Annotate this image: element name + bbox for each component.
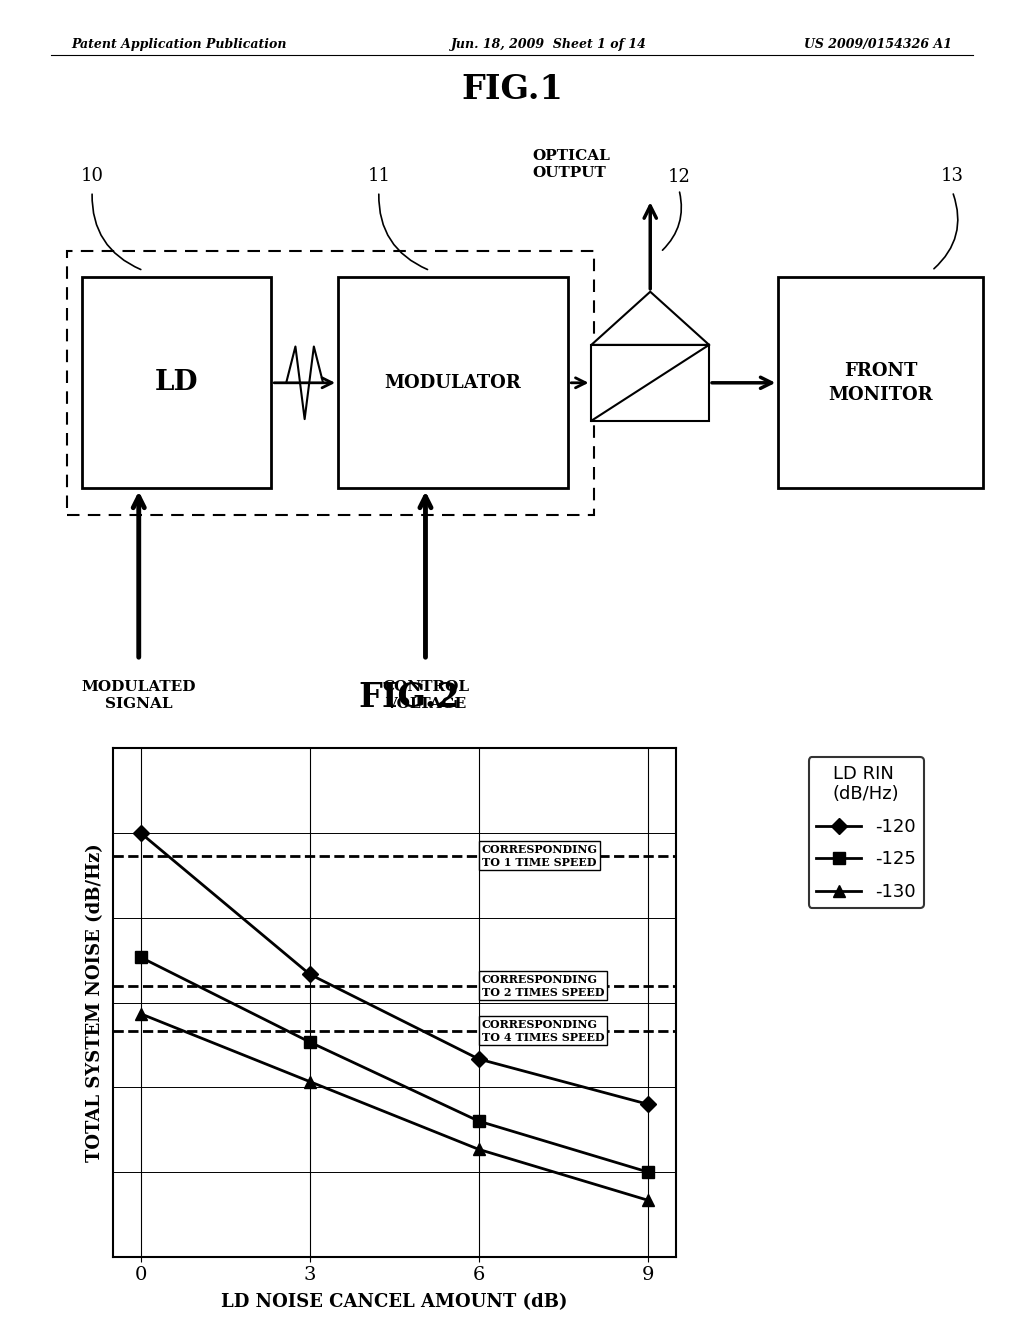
Text: 13: 13 xyxy=(941,166,964,185)
-120 xyxy=(304,966,316,982)
-130 xyxy=(304,1073,316,1089)
Line: -130: -130 xyxy=(135,1008,653,1205)
-130 xyxy=(135,1006,147,1022)
-120 xyxy=(473,1051,485,1067)
Text: 12: 12 xyxy=(668,168,690,186)
Polygon shape xyxy=(592,292,709,345)
Legend: -120, -125, -130: -120, -125, -130 xyxy=(809,758,924,908)
Text: LD: LD xyxy=(155,370,199,396)
Bar xyxy=(338,277,568,488)
Text: CORRESPONDING
TO 4 TIMES SPEED: CORRESPONDING TO 4 TIMES SPEED xyxy=(481,1019,604,1043)
Y-axis label: TOTAL SYSTEM NOISE (dB/Hz): TOTAL SYSTEM NOISE (dB/Hz) xyxy=(86,843,104,1162)
Text: 10: 10 xyxy=(81,166,103,185)
Text: FRONT
MONITOR: FRONT MONITOR xyxy=(828,362,933,404)
Text: MODULATOR: MODULATOR xyxy=(385,374,521,392)
-125 xyxy=(473,1113,485,1129)
Text: Jun. 18, 2009  Sheet 1 of 14: Jun. 18, 2009 Sheet 1 of 14 xyxy=(451,38,646,51)
Text: MODULATED
SIGNAL: MODULATED SIGNAL xyxy=(82,680,196,711)
-120 xyxy=(135,825,147,841)
Text: Patent Application Publication: Patent Application Publication xyxy=(72,38,287,51)
Bar xyxy=(778,277,983,488)
Bar xyxy=(82,277,271,488)
Text: FIG.1: FIG.1 xyxy=(461,73,563,106)
-130 xyxy=(641,1192,654,1208)
Text: FIG.2: FIG.2 xyxy=(358,681,461,714)
Line: -120: -120 xyxy=(135,828,653,1110)
-125 xyxy=(641,1164,654,1180)
X-axis label: LD NOISE CANCEL AMOUNT (dB): LD NOISE CANCEL AMOUNT (dB) xyxy=(221,1292,567,1311)
Text: CORRESPONDING
TO 1 TIME SPEED: CORRESPONDING TO 1 TIME SPEED xyxy=(481,843,598,867)
-130 xyxy=(473,1142,485,1158)
-125 xyxy=(304,1034,316,1049)
Bar xyxy=(592,345,709,421)
-125 xyxy=(135,949,147,965)
Text: OPTICAL
OUTPUT: OPTICAL OUTPUT xyxy=(532,149,610,180)
Line: -125: -125 xyxy=(135,952,653,1177)
Text: CORRESPONDING
TO 2 TIMES SPEED: CORRESPONDING TO 2 TIMES SPEED xyxy=(481,974,604,998)
-120 xyxy=(641,1096,654,1111)
Text: 11: 11 xyxy=(368,166,390,185)
Text: CONTROL
VOLTAGE: CONTROL VOLTAGE xyxy=(382,680,469,711)
Text: US 2009/0154326 A1: US 2009/0154326 A1 xyxy=(804,38,952,51)
Bar xyxy=(67,251,594,515)
